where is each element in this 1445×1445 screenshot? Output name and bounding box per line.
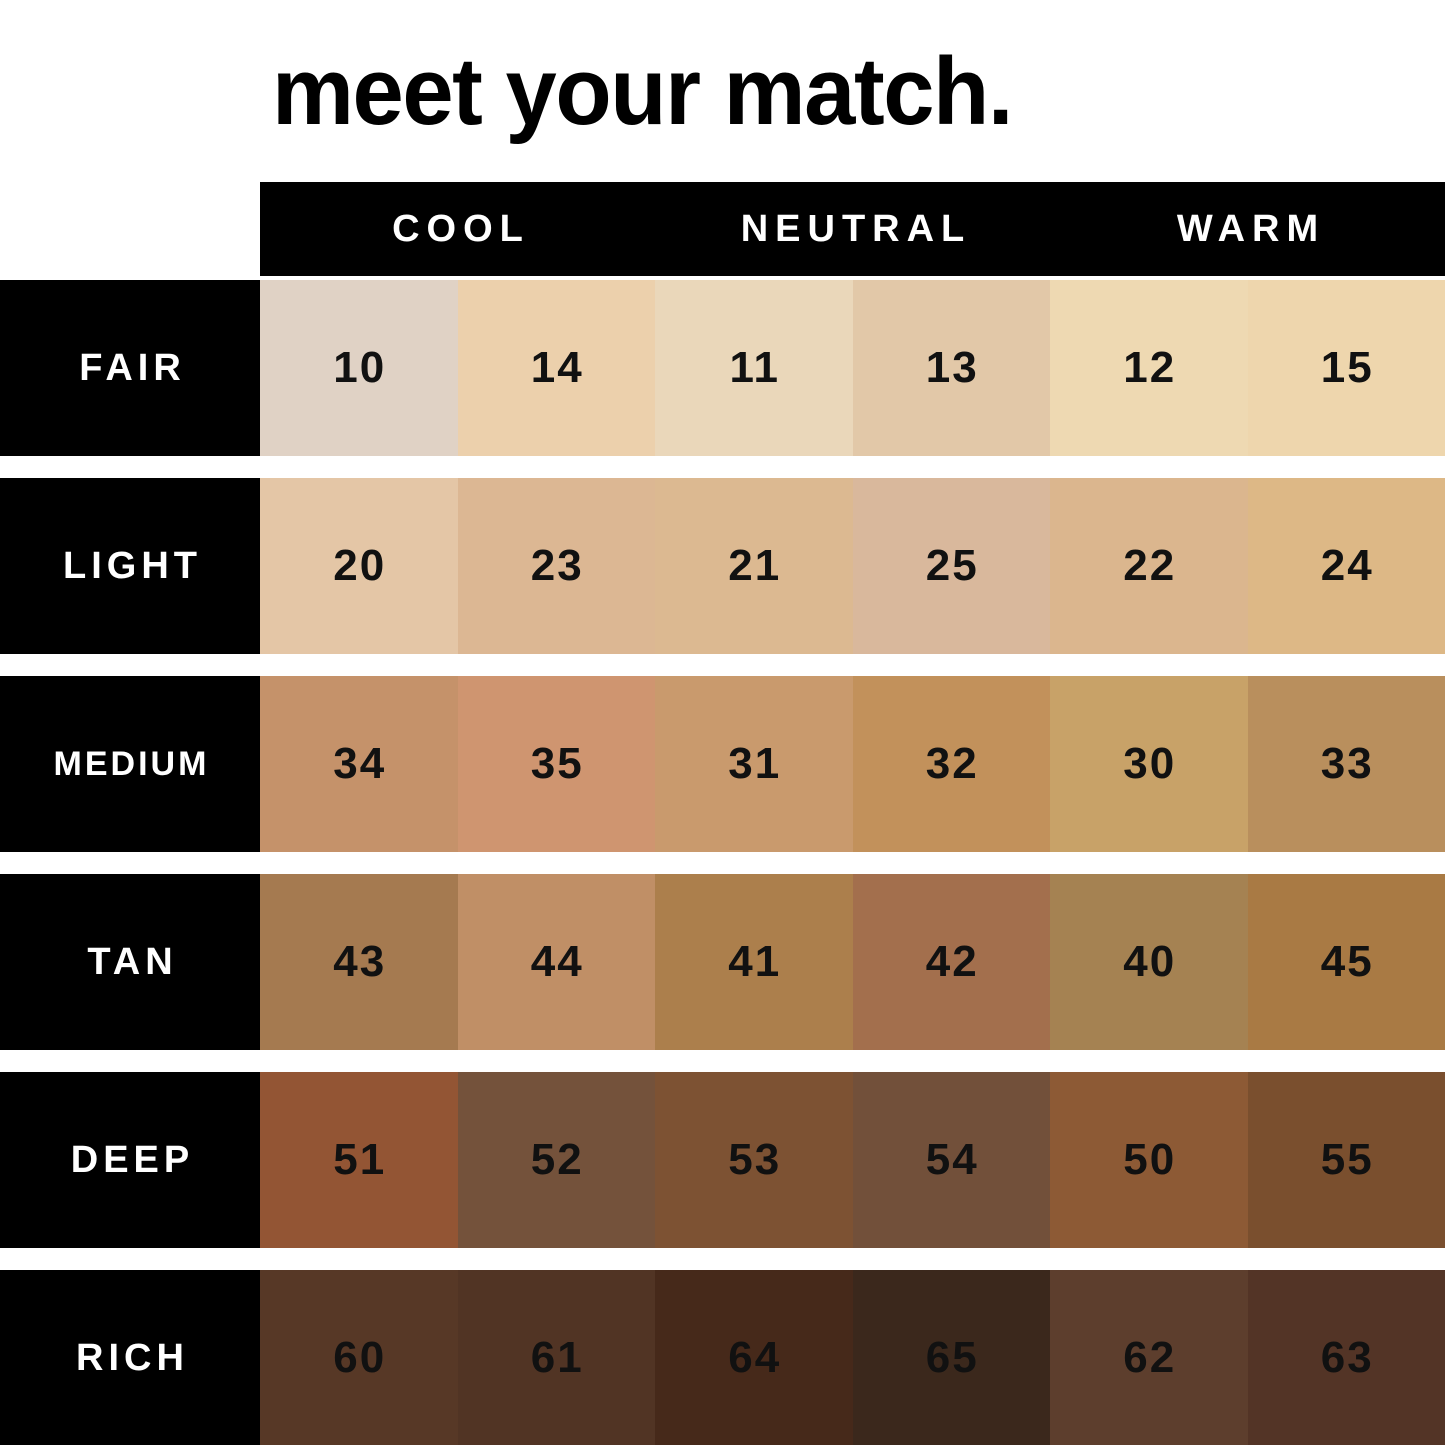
shade-number: 41	[728, 937, 782, 986]
shade-swatch[interactable]: 34	[260, 676, 458, 852]
shade-number: 10	[333, 343, 387, 392]
shade-swatch[interactable]: 65	[852, 1270, 1050, 1445]
shade-row: MEDIUM 34 35 31 32 30 33	[0, 676, 1445, 852]
shade-number: 23	[530, 541, 584, 590]
swatch-strip: 51 52 53 54 50 55	[260, 1072, 1445, 1248]
shade-number: 31	[728, 739, 782, 788]
shade-number: 13	[925, 343, 979, 392]
shade-swatch[interactable]: 33	[1247, 676, 1445, 852]
row-label-deep: DEEP	[0, 1072, 260, 1248]
undertone-header-band: COOL NEUTRAL WARM	[260, 182, 1445, 276]
shade-number: 65	[925, 1333, 979, 1382]
shade-number: 43	[333, 937, 387, 986]
undertone-header-neutral: NEUTRAL	[740, 207, 972, 250]
shade-number: 35	[530, 739, 584, 788]
shade-swatch[interactable]: 23	[457, 478, 655, 654]
undertone-header-cool: COOL	[392, 207, 530, 250]
shade-row: FAIR 10 14 11 13 12 15	[0, 280, 1445, 456]
shade-swatch[interactable]: 54	[852, 1072, 1050, 1248]
shade-swatch[interactable]: 61	[457, 1270, 655, 1445]
shade-number: 14	[530, 343, 584, 392]
shade-number: 51	[333, 1135, 387, 1184]
swatch-strip: 43 44 41 42 40 45	[260, 874, 1445, 1050]
shade-swatch[interactable]: 50	[1050, 1072, 1248, 1248]
shade-number: 12	[1123, 343, 1177, 392]
shade-swatch[interactable]: 11	[655, 280, 853, 456]
shade-number: 52	[530, 1135, 584, 1184]
shade-number: 64	[728, 1333, 782, 1382]
shade-swatch[interactable]: 22	[1050, 478, 1248, 654]
shade-number: 22	[1123, 541, 1177, 590]
shade-swatch[interactable]: 60	[260, 1270, 458, 1445]
shade-number: 45	[1320, 937, 1374, 986]
shade-number: 53	[728, 1135, 782, 1184]
shade-row: DEEP 51 52 53 54 50 55	[0, 1072, 1445, 1248]
shade-swatch[interactable]: 53	[655, 1072, 853, 1248]
shade-row: LIGHT 20 23 21 25 22 24	[0, 478, 1445, 654]
row-label-medium: MEDIUM	[0, 676, 260, 852]
shade-number: 44	[530, 937, 584, 986]
shade-number: 42	[925, 937, 979, 986]
shade-number: 33	[1320, 739, 1374, 788]
shade-number: 61	[530, 1333, 584, 1382]
shade-swatch[interactable]: 40	[1050, 874, 1248, 1050]
shade-swatch[interactable]: 14	[457, 280, 655, 456]
row-label-fair: FAIR	[0, 280, 260, 456]
shade-swatch[interactable]: 20	[260, 478, 458, 654]
shade-number: 15	[1320, 343, 1374, 392]
shade-swatch[interactable]: 62	[1050, 1270, 1248, 1445]
shade-number: 62	[1123, 1333, 1177, 1382]
shade-swatch[interactable]: 52	[457, 1072, 655, 1248]
shade-swatch[interactable]: 51	[260, 1072, 458, 1248]
shade-number: 24	[1320, 541, 1374, 590]
shade-swatch[interactable]: 13	[852, 280, 1050, 456]
shade-number: 25	[925, 541, 979, 590]
shade-number: 60	[333, 1333, 387, 1382]
shade-swatch[interactable]: 25	[852, 478, 1050, 654]
shade-number: 50	[1123, 1135, 1177, 1184]
row-label-light: LIGHT	[0, 478, 260, 654]
undertone-header-warm: WARM	[1176, 207, 1326, 250]
shade-number: 40	[1123, 937, 1177, 986]
shade-number: 54	[925, 1135, 979, 1184]
shade-swatch[interactable]: 42	[852, 874, 1050, 1050]
shade-number: 30	[1123, 739, 1177, 788]
shade-swatch[interactable]: 41	[655, 874, 853, 1050]
swatch-strip: 10 14 11 13 12 15	[260, 280, 1445, 456]
shade-swatch[interactable]: 15	[1247, 280, 1445, 456]
shade-row: RICH 60 61 64 65 62 63	[0, 1270, 1445, 1445]
shade-swatch[interactable]: 35	[457, 676, 655, 852]
shade-number: 63	[1320, 1333, 1374, 1382]
shade-number: 11	[729, 343, 780, 392]
shade-number: 21	[728, 541, 782, 590]
shade-row: TAN 43 44 41 42 40 45	[0, 874, 1445, 1050]
page-title: meet your match.	[272, 38, 1014, 145]
shade-swatch[interactable]: 32	[852, 676, 1050, 852]
swatch-strip: 34 35 31 32 30 33	[260, 676, 1445, 852]
shade-swatch[interactable]: 44	[457, 874, 655, 1050]
shade-number: 55	[1320, 1135, 1374, 1184]
shade-swatch[interactable]: 63	[1247, 1270, 1445, 1445]
row-label-rich: RICH	[0, 1270, 260, 1445]
shade-swatch[interactable]: 43	[260, 874, 458, 1050]
shade-swatch[interactable]: 30	[1050, 676, 1248, 852]
shade-number: 34	[333, 739, 387, 788]
shade-swatch[interactable]: 45	[1247, 874, 1445, 1050]
shade-number: 32	[925, 739, 979, 788]
shade-number: 20	[333, 541, 387, 590]
shade-swatch[interactable]: 31	[655, 676, 853, 852]
shade-swatch[interactable]: 24	[1247, 478, 1445, 654]
shade-swatch[interactable]: 10	[260, 280, 458, 456]
shade-swatch[interactable]: 55	[1247, 1072, 1445, 1248]
swatch-strip: 20 23 21 25 22 24	[260, 478, 1445, 654]
shade-swatch[interactable]: 64	[655, 1270, 853, 1445]
row-label-tan: TAN	[0, 874, 260, 1050]
shade-swatch[interactable]: 12	[1050, 280, 1248, 456]
shade-swatch[interactable]: 21	[655, 478, 853, 654]
swatch-strip: 60 61 64 65 62 63	[260, 1270, 1445, 1445]
